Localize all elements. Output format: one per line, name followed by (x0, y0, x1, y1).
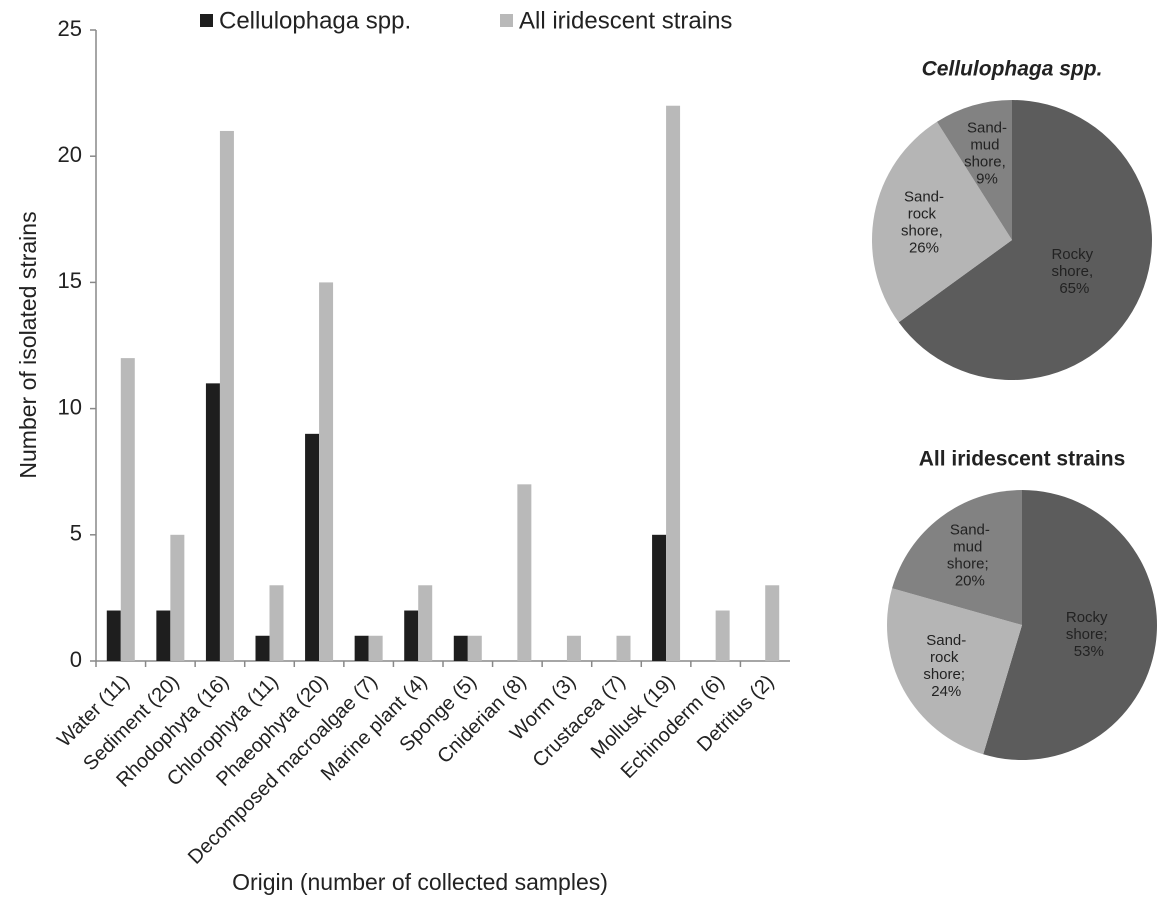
bar (453, 635, 468, 661)
bar (319, 282, 334, 661)
pie-label: Sand-mud shore; 20% (947, 522, 993, 590)
pie-slice (898, 100, 1152, 380)
pie-label: Rocky shore, 65% (1051, 246, 1097, 297)
y-tick-label: 10 (58, 394, 82, 419)
y-tick-label: 5 (70, 521, 82, 546)
pie-slice (886, 588, 1022, 755)
pie-label-line: shore; (923, 666, 969, 683)
legend-swatch (200, 14, 213, 27)
pie-label-line: Rocky (1051, 246, 1097, 263)
bar (517, 484, 532, 661)
y-tick-label: 0 (70, 647, 82, 672)
y-tick-label: 20 (58, 142, 82, 167)
pie-label-line: mud (970, 136, 1003, 153)
y-tick-label: 15 (58, 268, 82, 293)
bar (666, 105, 681, 662)
pie-label-line: 65% (1059, 280, 1089, 297)
pie-label-line: shore, (901, 223, 947, 240)
pie-label: Rocky shore; 53% (1066, 609, 1112, 660)
bar (120, 358, 135, 661)
pie-title: All iridescent strains (919, 448, 1126, 471)
pie-label-line: 53% (1074, 643, 1104, 660)
pie-label-line: shore, (1051, 263, 1097, 280)
y-axis-title: Number of isolated strains (15, 211, 41, 478)
pie-slice (892, 490, 1022, 625)
pie-label-line: 26% (909, 240, 939, 257)
pie-label-line: Sand- (967, 119, 1007, 136)
pie-label: Sand-rock shore; 24% (923, 632, 969, 700)
pie-slice (936, 100, 1012, 240)
bar (305, 433, 320, 661)
bar (156, 610, 171, 661)
pie-label-line: mud (953, 539, 986, 556)
pie-label-line: Sand- (926, 632, 966, 649)
x-axis-title: Origin (number of collected samples) (232, 869, 608, 895)
pie-label: Sand-rock shore, 26% (901, 189, 947, 257)
bar (715, 610, 730, 661)
bar (255, 635, 270, 661)
pie-label-line: 20% (955, 573, 985, 590)
pie-label-line: rock (930, 649, 963, 666)
bar (418, 585, 433, 661)
bar (205, 383, 220, 661)
pie-label-line: shore, (964, 153, 1010, 170)
bar (404, 610, 419, 661)
bar (467, 635, 482, 661)
pie-label-line: Sand- (950, 522, 990, 539)
pie-label-line: shore; (947, 556, 993, 573)
bar (354, 635, 369, 661)
pie-label-line: Sand- (904, 189, 944, 206)
bar (368, 635, 383, 661)
legend-label: All iridescent strains (519, 7, 732, 34)
legend-label: Cellulophaga spp. (219, 7, 411, 34)
pie-label-line: rock (908, 206, 941, 223)
bar (219, 130, 234, 661)
pie-title: Cellulophaga spp. (922, 58, 1103, 81)
pie-label-line: 9% (976, 170, 998, 187)
bar (170, 534, 185, 661)
bar (269, 585, 284, 661)
bar (616, 635, 631, 661)
bar (106, 610, 121, 661)
bar (765, 585, 780, 661)
pie-label-line: 24% (931, 683, 961, 700)
pie-label: Sand-mud shore, 9% (964, 119, 1010, 187)
pie-label-line: Rocky (1066, 609, 1112, 626)
bar (652, 534, 667, 661)
pie-label-line: shore; (1066, 626, 1112, 643)
pie-slice (871, 121, 1012, 323)
pie-slice (983, 490, 1157, 760)
legend-swatch (500, 14, 513, 27)
bar (566, 635, 581, 661)
y-tick-label: 25 (58, 16, 82, 41)
